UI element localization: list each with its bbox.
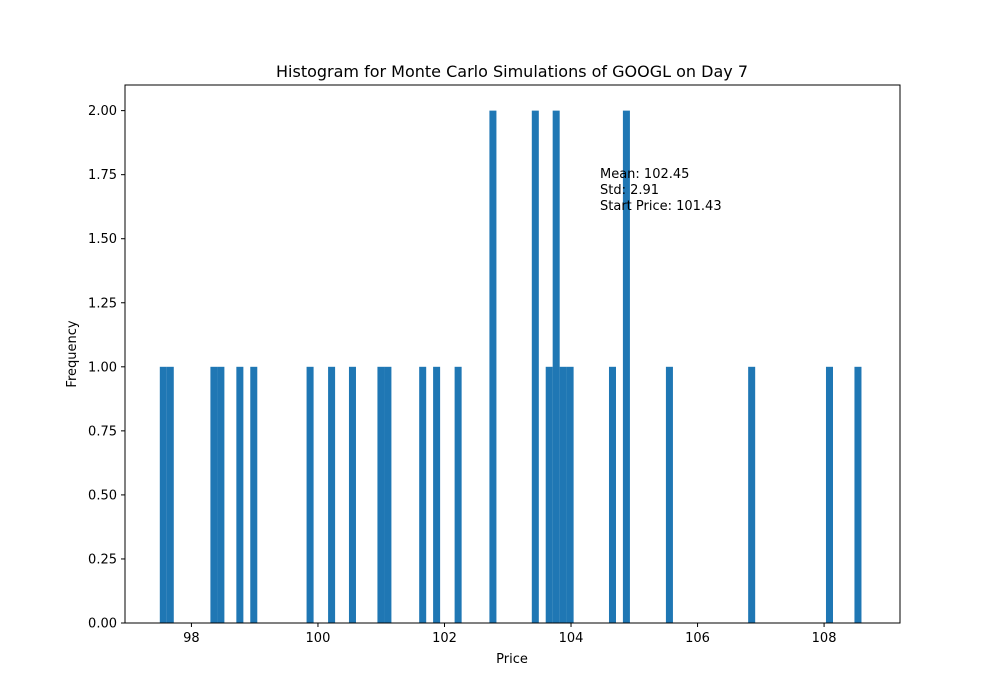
histogram-bar — [454, 366, 462, 623]
histogram-bar — [210, 366, 218, 623]
annotation-line: Start Price: 101.43 — [600, 199, 722, 214]
histogram-bar — [545, 366, 553, 623]
histogram-bar — [306, 366, 314, 623]
y-tick-label: 0.25 — [88, 552, 117, 567]
histogram-bar — [748, 366, 756, 623]
y-axis-title: Frequency — [65, 320, 80, 387]
histogram-bar — [377, 366, 385, 623]
histogram-bar — [328, 366, 336, 623]
histogram-bar — [217, 366, 225, 623]
y-tick-label: 1.50 — [88, 232, 117, 247]
x-tick-label: 106 — [685, 631, 710, 646]
y-tick-label: 2.00 — [88, 104, 117, 119]
x-axis-title: Price — [496, 652, 528, 667]
histogram-bar — [236, 366, 244, 623]
histogram-bar — [854, 366, 862, 623]
x-tick-label: 108 — [812, 631, 837, 646]
y-tick-label: 0.75 — [88, 424, 117, 439]
annotation-line: Std: 2.91 — [600, 183, 659, 198]
histogram-bar — [433, 366, 441, 623]
histogram-bar — [348, 366, 356, 623]
x-tick-label: 100 — [306, 631, 331, 646]
bars-group — [159, 110, 862, 624]
y-tick-label: 1.75 — [88, 168, 117, 183]
histogram-bar — [566, 366, 574, 623]
histogram-bar — [250, 366, 258, 623]
y-tick-label: 1.00 — [88, 360, 117, 375]
axes-group: 98 100 102 104 106 108 0.00 0.25 0.50 0.75 1.00 1.2… — [88, 84, 901, 646]
annotation-line: Mean: 102.45 — [600, 167, 689, 182]
histogram-bar — [559, 366, 567, 623]
histogram-bar — [825, 366, 833, 623]
y-tick-label: 1.25 — [88, 296, 117, 311]
chart-title: Histogram for Monte Carlo Simulations of… — [276, 62, 748, 81]
histogram-bar — [384, 366, 392, 623]
x-tick-label: 102 — [432, 631, 457, 646]
histogram-bar — [489, 110, 497, 624]
histogram-bar — [531, 110, 539, 624]
y-tick-label: 0.00 — [88, 617, 117, 632]
histogram-bar — [166, 366, 174, 623]
histogram-bar — [159, 366, 167, 623]
histogram-bar — [665, 366, 673, 623]
histogram-bar — [419, 366, 427, 623]
plot-frame — [124, 84, 901, 624]
y-tick-label: 0.50 — [88, 488, 117, 503]
x-tick-label: 98 — [183, 631, 200, 646]
x-tick-label: 104 — [559, 631, 584, 646]
histogram-bar — [552, 110, 560, 624]
histogram-bar — [622, 110, 630, 624]
histogram-bar — [608, 366, 616, 623]
